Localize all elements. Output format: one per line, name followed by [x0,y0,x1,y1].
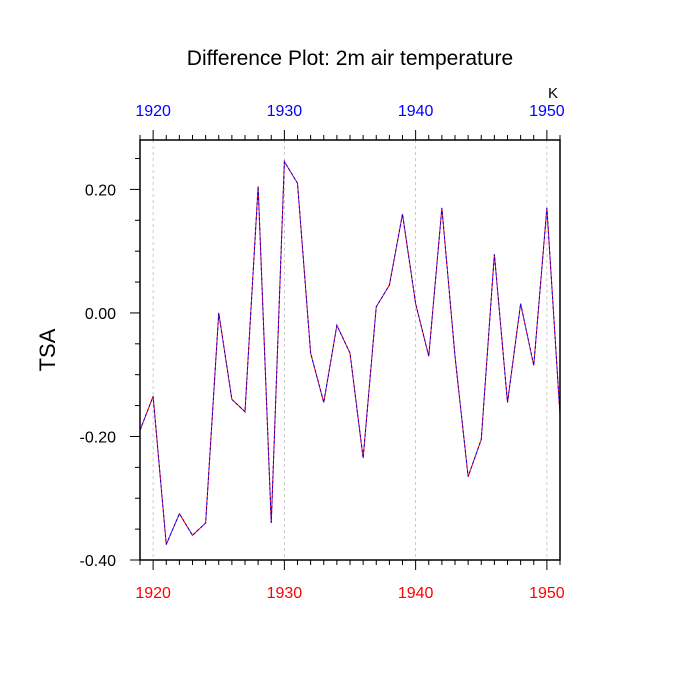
tick-labels: 1920 1920 1930 1930 1940 1940 1950 1950 -0.40 -0.… [80,103,565,602]
chart-title: Difference Plot: 2m air temperature [187,47,513,70]
axes [130,130,561,570]
x-tick-label-top: 1950 [529,103,565,120]
x-tick-label-bottom: 1920 [135,585,171,602]
x-tick-label-bottom: 1940 [398,585,434,602]
y-tick-label: -0.20 [80,429,117,446]
x-tick-label-bottom: 1950 [529,585,565,602]
series-line-1 [139,159,561,545]
x-tick-label-top: 1940 [398,103,434,120]
y-tick-label: -0.40 [80,553,117,570]
plot-frame [139,139,561,561]
units-label: K [548,85,558,102]
y-tick-label: 0.20 [85,182,116,199]
x-tick-label-bottom: 1930 [267,585,303,602]
y-axis-label: TSA [35,328,60,371]
gridlines [152,140,548,560]
x-tick-label-top: 1920 [135,103,171,120]
x-tick-label-top: 1930 [267,103,303,120]
series-lines [139,159,561,545]
y-tick-label: 0.00 [85,306,116,323]
series-line-2 [139,159,561,545]
